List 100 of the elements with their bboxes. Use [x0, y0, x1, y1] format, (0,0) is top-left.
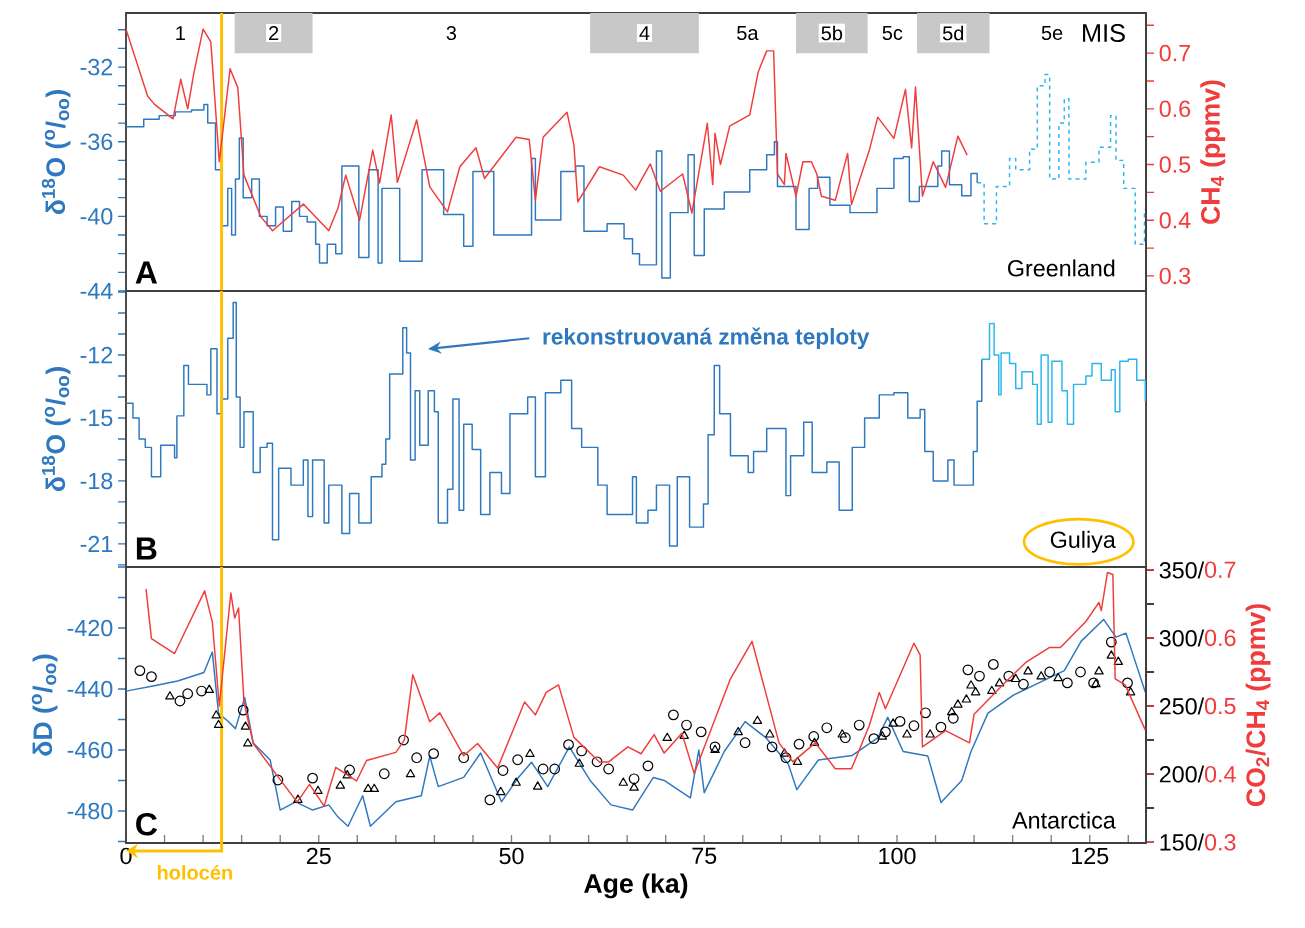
point: [947, 712, 959, 724]
y2-axis-title: CH$_{4}$ (ppmv): [1200, 80, 1226, 224]
y3-tick-label: 0.5: [1204, 697, 1236, 715]
point: [342, 769, 353, 779]
point: [739, 737, 751, 749]
point: [211, 710, 221, 719]
y3-tick-label: 0.4: [1204, 765, 1236, 783]
point: [146, 671, 157, 683]
point: [196, 685, 207, 697]
point: [970, 687, 981, 696]
point: [935, 721, 947, 733]
point: [808, 731, 820, 742]
point: [1023, 666, 1033, 675]
y-tick-label: -420: [67, 619, 113, 637]
band-label: 4: [639, 26, 650, 40]
annotation: 5a: [737, 26, 759, 40]
ref-line-label: holocén: [157, 864, 232, 880]
y-tick-label: -44: [80, 282, 113, 300]
point: [537, 763, 549, 775]
point: [618, 777, 629, 786]
point: [902, 729, 912, 738]
point: [946, 706, 957, 716]
y3-tick-label: 0.7: [1204, 561, 1236, 578]
point: [987, 658, 999, 670]
x-tick-label: 50: [499, 847, 524, 865]
point: [525, 748, 535, 758]
annotation: 3: [446, 25, 457, 41]
point: [662, 732, 672, 741]
point: [240, 721, 251, 730]
point: [953, 699, 963, 708]
point: [293, 794, 303, 803]
point: [765, 729, 775, 738]
x-tick-label: 75: [692, 847, 717, 864]
point: [994, 678, 1005, 687]
point: [411, 752, 423, 764]
annotation: 1: [176, 26, 185, 40]
point: [603, 763, 615, 775]
text: C: [136, 812, 158, 836]
band-label: 2: [269, 26, 279, 40]
point: [174, 695, 186, 707]
point: [1036, 671, 1046, 680]
point: [574, 758, 585, 767]
annotation: Greenland: [1008, 259, 1115, 277]
point: [868, 733, 880, 745]
y-tick-label: -15: [80, 409, 113, 427]
point: [925, 729, 935, 738]
point: [962, 664, 974, 676]
point: [484, 794, 496, 806]
y3-tick-label: 0.6: [1204, 629, 1236, 647]
y2-tick-label: 250/: [1159, 697, 1205, 715]
annotation: rekonstruovaná změna teploty: [543, 327, 870, 350]
point: [549, 763, 561, 775]
line-series: [145, 571, 1146, 807]
point: [1106, 650, 1117, 659]
point: [378, 768, 390, 780]
text: B: [136, 537, 157, 560]
y-tick-label: -21: [80, 535, 113, 553]
point: [839, 732, 851, 744]
point: [458, 752, 470, 764]
point: [780, 752, 792, 764]
y-tick-label: -40: [80, 208, 113, 225]
point: [237, 704, 249, 716]
point: [792, 756, 803, 766]
y-axis-title: δ$^{18}$O ($^{o}$/$_{oo}$): [41, 367, 71, 492]
y2-tick-label: 0.7: [1159, 44, 1190, 62]
y-axis-title: δ$^{18}$O ($^{o}$/$_{oo}$): [41, 90, 71, 215]
point: [853, 719, 865, 731]
point: [428, 748, 440, 760]
point: [495, 786, 506, 796]
point: [511, 777, 521, 786]
y2-tick-label: 0.6: [1159, 100, 1191, 118]
point: [1113, 656, 1124, 665]
point: [165, 691, 175, 700]
point: [398, 734, 409, 746]
y-tick-label: -18: [80, 472, 113, 490]
point: [908, 720, 920, 732]
point: [591, 756, 603, 768]
annotation: Guliya: [1050, 530, 1116, 553]
point: [837, 729, 847, 738]
point: [563, 739, 574, 751]
y2-tick-label: 150/: [1160, 833, 1205, 851]
point: [344, 764, 355, 776]
x-tick-label: 25: [306, 847, 331, 865]
y-tick-label: -440: [67, 680, 113, 698]
point: [1105, 636, 1117, 648]
y-tick-label: -36: [80, 133, 113, 150]
point: [1125, 687, 1136, 696]
point: [733, 726, 743, 736]
point: [204, 684, 215, 693]
band-label: 5d: [942, 25, 964, 41]
point: [369, 783, 380, 792]
x-tick-label: 100: [879, 847, 916, 865]
y2-tick-label: 350/: [1159, 561, 1205, 579]
point: [134, 665, 146, 677]
point: [628, 773, 640, 785]
point: [532, 781, 543, 790]
point: [272, 774, 284, 786]
point: [809, 737, 820, 747]
point: [752, 715, 763, 724]
annotation: 5c: [882, 26, 903, 40]
